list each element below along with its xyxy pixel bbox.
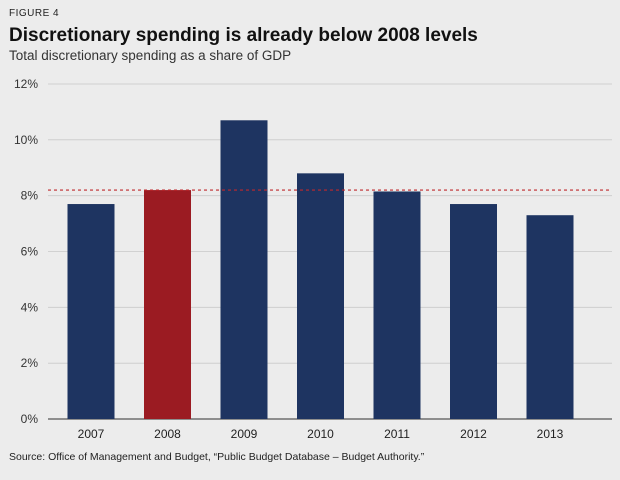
y-tick-label: 4%	[21, 300, 39, 314]
x-tick-label: 2008	[154, 427, 181, 441]
y-tick-label: 8%	[21, 189, 39, 203]
x-tick-label: 2013	[537, 427, 564, 441]
bar-2008	[144, 190, 191, 419]
y-tick-label: 2%	[21, 356, 39, 370]
bar-2007	[67, 204, 115, 419]
bar-2012	[450, 204, 497, 419]
bars	[67, 120, 574, 420]
source-note: Source: Office of Management and Budget,…	[9, 451, 425, 463]
chart-title: Discretionary spending is already below …	[9, 25, 478, 46]
bar-2011	[373, 191, 421, 419]
x-axis-ticks: 2007 2008 2009 2010 2011 2012 2013	[78, 427, 564, 441]
bar-2010	[297, 173, 344, 419]
y-tick-label: 10%	[14, 133, 38, 147]
y-axis-ticks: 0% 2% 4% 6% 8% 10% 12%	[14, 77, 38, 426]
x-tick-label: 2007	[78, 427, 105, 441]
figure-label: FIGURE 4	[9, 8, 60, 19]
x-tick-label: 2011	[384, 427, 410, 441]
y-tick-label: 6%	[21, 245, 39, 259]
x-tick-label: 2009	[231, 427, 258, 441]
x-tick-label: 2010	[307, 427, 334, 441]
bar-2013	[526, 215, 574, 419]
chart-subtitle: Total discretionary spending as a share …	[9, 48, 292, 63]
y-tick-label: 0%	[21, 412, 39, 426]
x-tick-label: 2012	[460, 427, 487, 441]
y-tick-label: 12%	[14, 77, 38, 91]
bar-2009	[220, 120, 268, 420]
